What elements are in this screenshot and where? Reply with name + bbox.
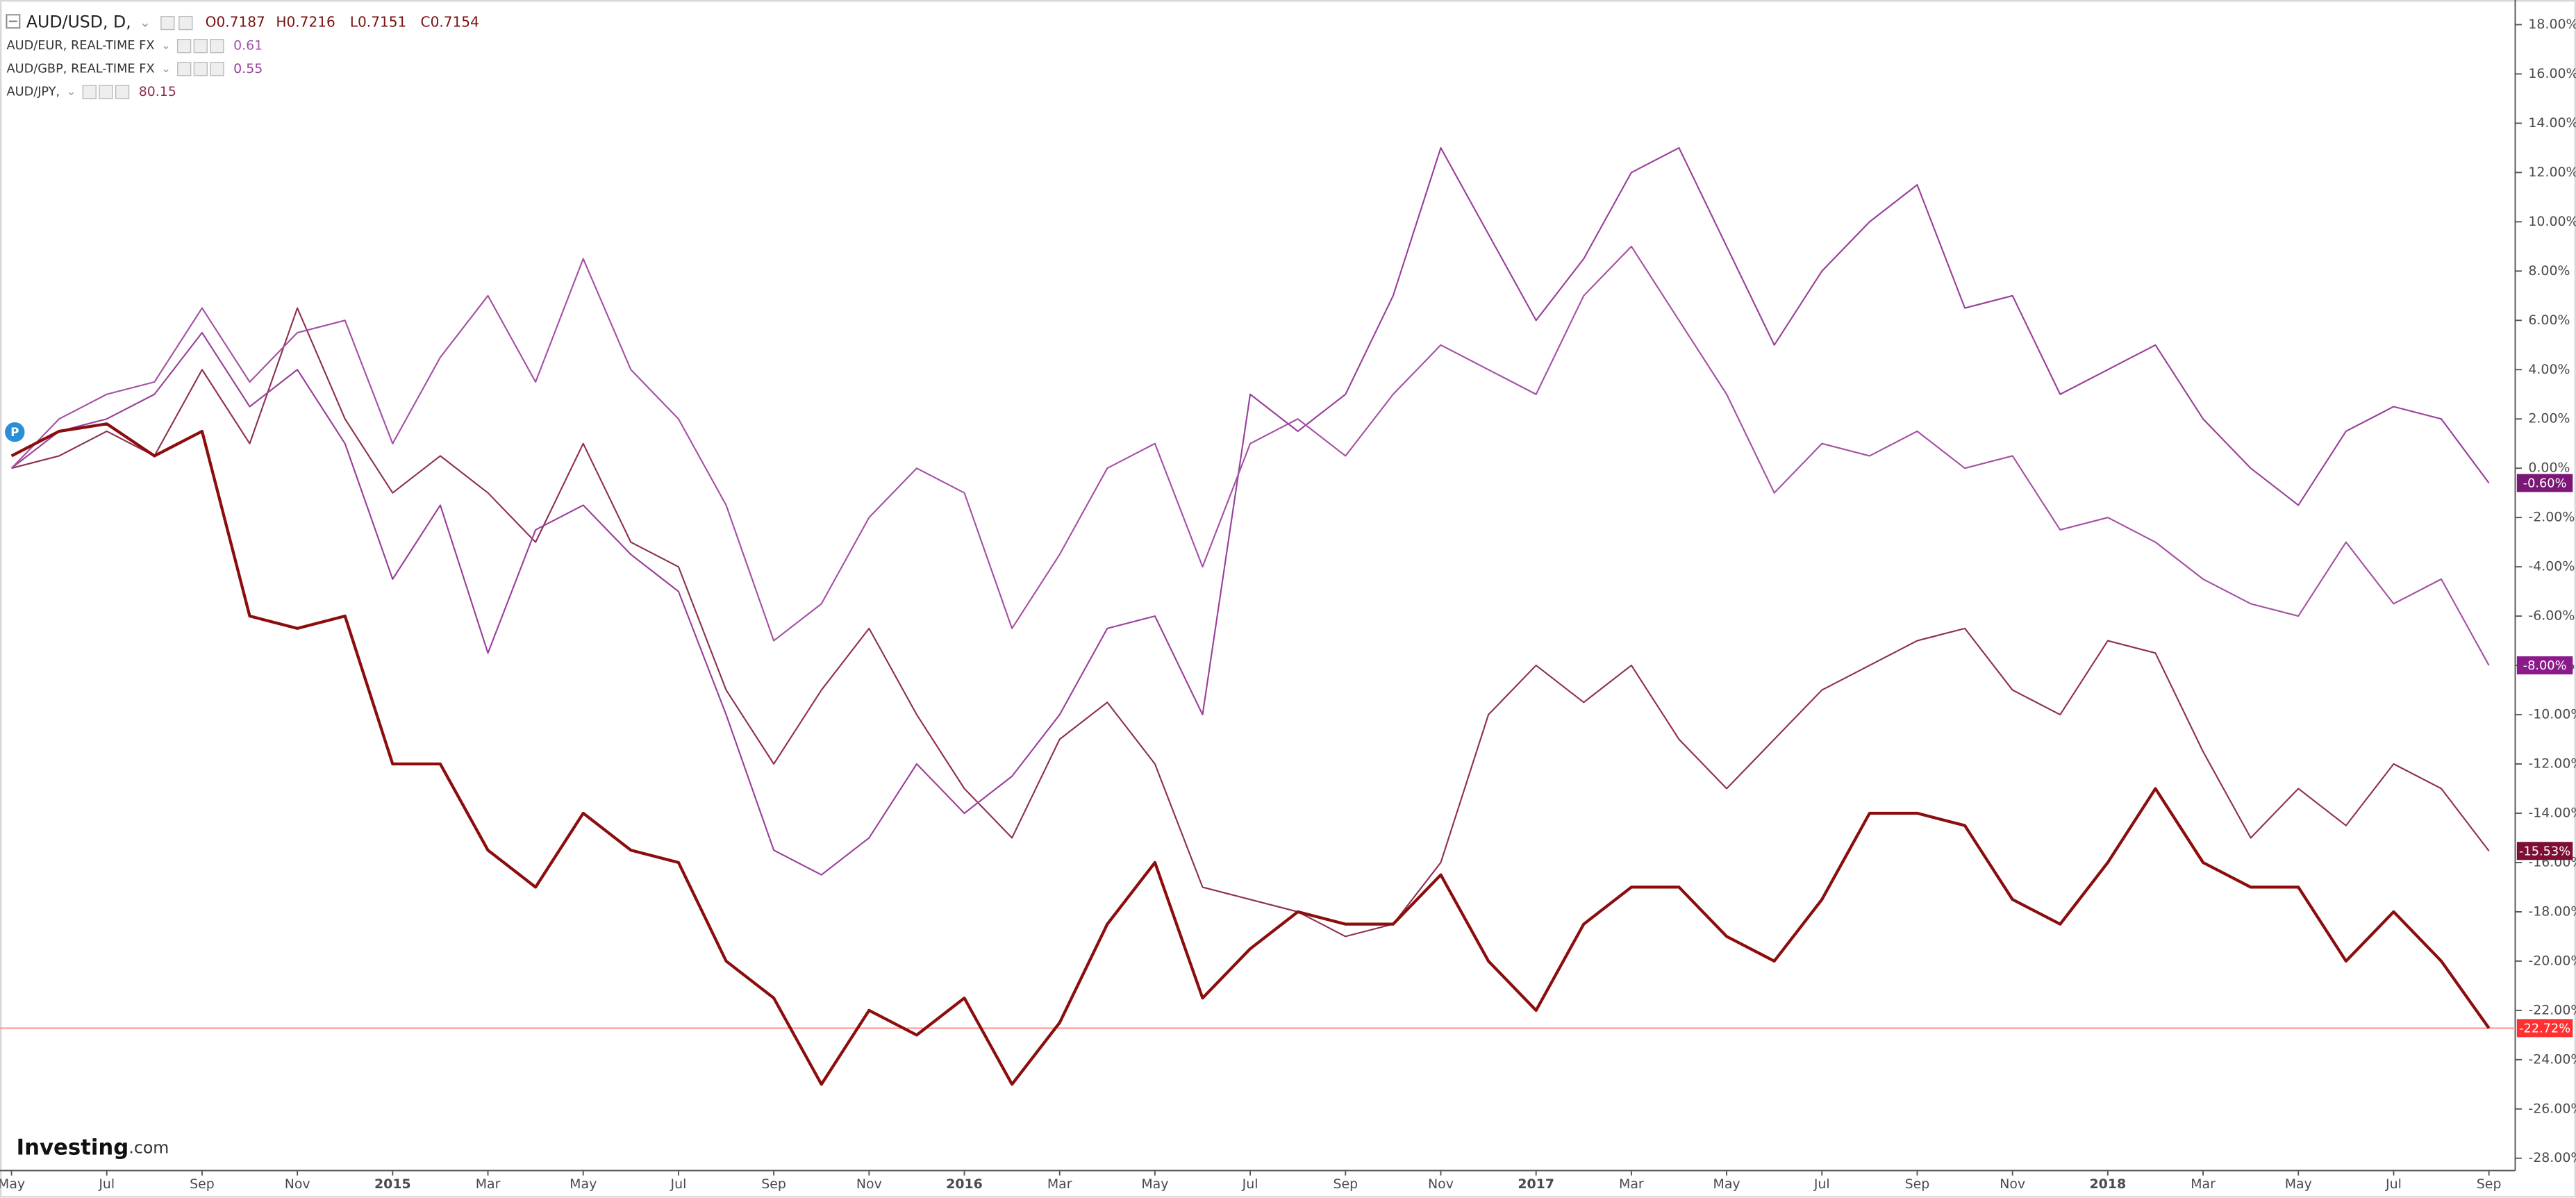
x-tick-label: Sep <box>2477 1176 2502 1192</box>
y-tick-label: 0.00% <box>2528 460 2570 476</box>
x-tick-label: Nov <box>856 1176 882 1192</box>
x-tick-label: Jul <box>1813 1176 1830 1192</box>
y-tick-label: -20.00% <box>2528 953 2576 968</box>
logo-suffix: .com <box>128 1138 169 1157</box>
legend-ohlc: H0.7216 <box>276 14 335 31</box>
y-tick-label: 8.00% <box>2528 263 2570 278</box>
legend-menu-icon: ⌄ <box>161 39 171 52</box>
y-tick-label: -24.00% <box>2528 1051 2576 1067</box>
end-label-box <box>2516 1019 2573 1038</box>
end-label-box <box>2516 842 2573 860</box>
legend-eye-button[interactable] <box>160 15 175 31</box>
legend-name: AUD/GBP, REAL-TIME FX <box>6 62 154 76</box>
x-tick-label: Nov <box>1428 1176 1454 1192</box>
x-tick-label: Mar <box>1619 1176 1644 1192</box>
x-tick-label: Jul <box>1242 1176 1258 1192</box>
y-tick-label: -10.00% <box>2528 707 2576 722</box>
logo-brand: Investing <box>17 1135 129 1160</box>
legend-value: 0.61 <box>233 38 263 53</box>
y-tick-label: 10.00% <box>2528 214 2576 229</box>
y-tick-label: -4.00% <box>2528 559 2575 574</box>
x-tick-label: Jul <box>98 1176 115 1192</box>
x-tick-label: Jul <box>670 1176 687 1192</box>
legend-button[interactable] <box>115 85 130 99</box>
y-tick-label: -18.00% <box>2528 904 2576 919</box>
y-tick-label: -6.00% <box>2528 608 2575 624</box>
end-label: -8.00% <box>2523 659 2567 673</box>
x-tick-label: May <box>1141 1176 1168 1192</box>
x-tick-label: 2016 <box>946 1176 983 1192</box>
legend-name: AUD/EUR, REAL-TIME FX <box>6 39 154 53</box>
legend-settings-button[interactable] <box>178 15 193 31</box>
y-tick-label: 4.00% <box>2528 362 2570 377</box>
legend-menu-icon: ⌄ <box>161 62 171 75</box>
legend-value: 80.15 <box>139 84 176 99</box>
legend-value: 0.55 <box>233 61 263 76</box>
logo: Investing.com <box>17 1135 169 1160</box>
x-tick-label: 2018 <box>2090 1176 2127 1192</box>
end-label: -15.53% <box>2519 845 2570 858</box>
y-tick-label: 12.00% <box>2528 165 2576 180</box>
legend-button[interactable] <box>210 62 224 76</box>
legend-button[interactable] <box>210 39 224 53</box>
legend-button[interactable] <box>99 85 113 99</box>
y-tick-label: 16.00% <box>2528 66 2576 81</box>
end-label: -0.60% <box>2523 477 2567 491</box>
x-tick-label: 2015 <box>374 1176 411 1192</box>
marker-badge[interactable] <box>5 422 25 442</box>
x-tick-label: May <box>0 1176 25 1192</box>
end-label-box <box>2516 474 2573 492</box>
x-tick-label: Sep <box>761 1176 786 1192</box>
y-tick-label: -26.00% <box>2528 1101 2576 1116</box>
legend-main-name: AUD/USD, D, <box>26 13 131 32</box>
legend-ohlc: O0.7187 <box>206 14 265 31</box>
y-tick-label: 18.00% <box>2528 17 2576 32</box>
legend-ohlc: C0.7154 <box>421 14 479 31</box>
x-tick-label: Mar <box>1047 1176 1072 1192</box>
x-tick-label: Sep <box>190 1176 215 1192</box>
x-tick-label: Sep <box>1333 1176 1358 1192</box>
end-label: -22.72% <box>2519 1022 2570 1036</box>
legend-name: AUD/JPY, <box>6 85 60 99</box>
legend-ohlc: L0.7151 <box>350 14 407 31</box>
legend-button[interactable] <box>193 39 208 53</box>
y-tick-label: 14.00% <box>2528 115 2576 131</box>
x-tick-label: Nov <box>2000 1176 2025 1192</box>
legend-button[interactable] <box>193 62 208 76</box>
series-line <box>11 307 2490 938</box>
legend-menu-icon[interactable]: ⌄ <box>140 15 151 31</box>
y-tick-label: -22.00% <box>2528 1002 2576 1017</box>
y-tick-label: -14.00% <box>2528 805 2576 820</box>
x-tick-label: Sep <box>1905 1176 1930 1192</box>
x-tick-label: Jul <box>2385 1176 2402 1192</box>
y-tick-label: -28.00% <box>2528 1150 2576 1165</box>
series-line <box>10 147 2490 876</box>
legend-button[interactable] <box>176 39 192 53</box>
marker-label: P <box>10 426 19 439</box>
legend: AUD/USD, D, ⌄ O0.7187 H0.7216 L0.7151 C0… <box>6 13 479 99</box>
y-tick-label: 6.00% <box>2528 313 2570 328</box>
x-tick-label: 2017 <box>1518 1176 1554 1192</box>
series-line <box>10 245 2490 666</box>
legend-others: AUD/EUR, REAL-TIME FX ⌄ 0.61 AUD/GBP, REAL-… <box>6 38 263 99</box>
end-label-box <box>2516 656 2573 675</box>
x-tick-label: Mar <box>476 1176 501 1192</box>
x-tick-label: Nov <box>285 1176 310 1192</box>
x-tick-label: May <box>570 1176 597 1192</box>
y-tick-label: -2.00% <box>2528 510 2575 525</box>
legend-button[interactable] <box>82 85 97 99</box>
series-line <box>10 422 2491 1086</box>
y-tick-label: 2.00% <box>2528 411 2570 426</box>
legend-button[interactable] <box>177 62 192 76</box>
x-tick-label: May <box>2285 1176 2312 1192</box>
x-tick-label: May <box>1713 1176 1740 1192</box>
x-tick-label: Mar <box>2191 1176 2216 1192</box>
legend-menu-icon: ⌄ <box>67 85 76 98</box>
y-tick-label: -12.00% <box>2528 756 2576 772</box>
